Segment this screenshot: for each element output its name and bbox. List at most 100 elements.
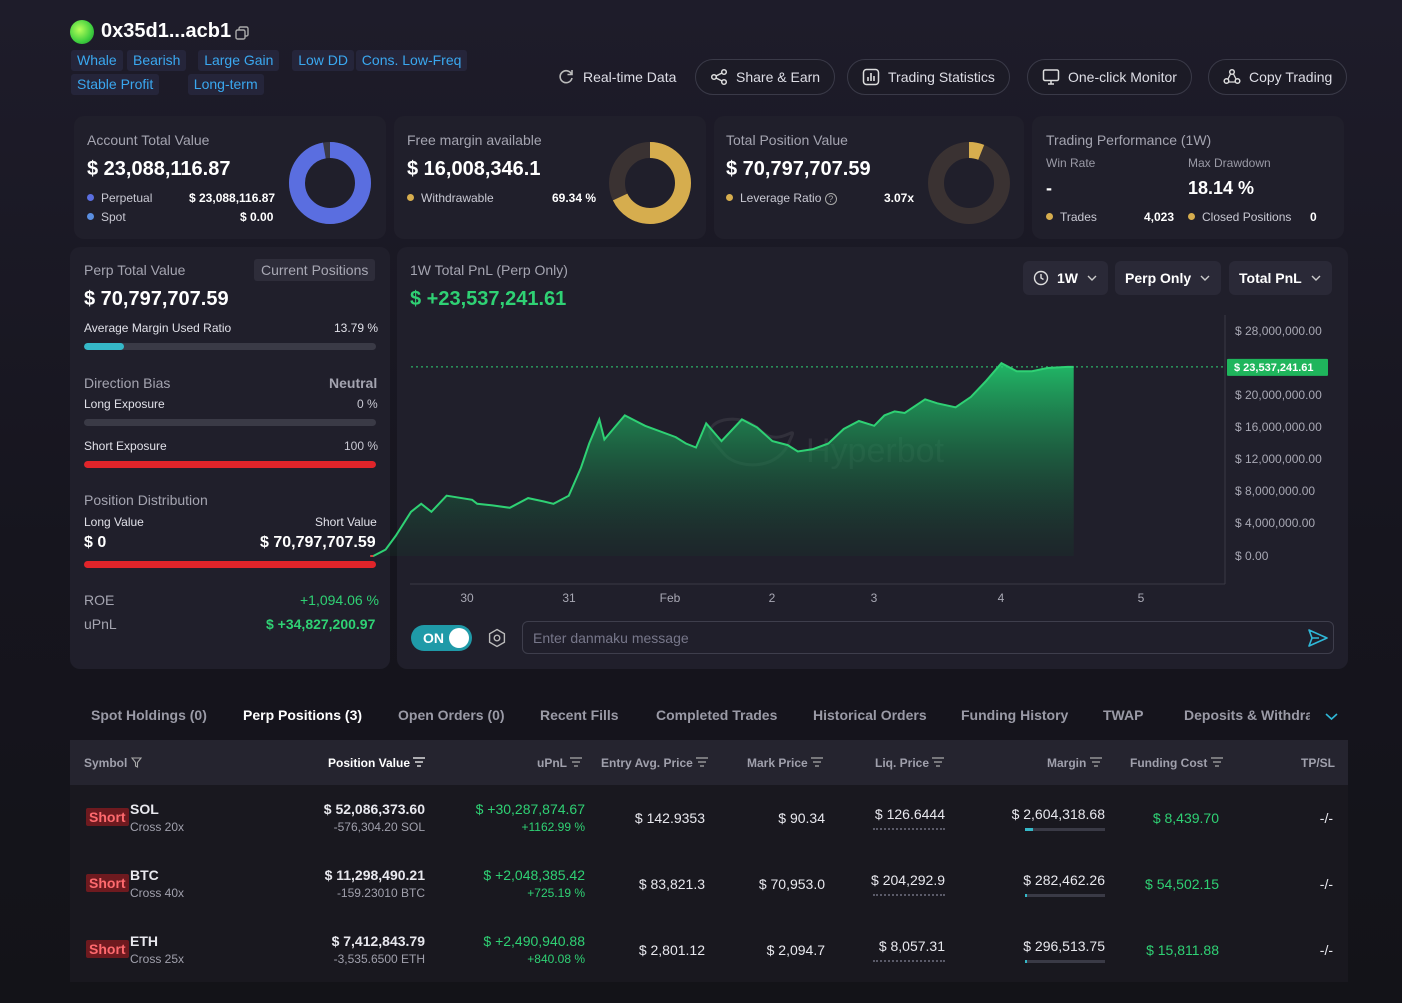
tab-open-orders-0[interactable]: Open Orders (0) bbox=[398, 707, 505, 723]
position-value: $ 52,086,373.60 bbox=[323, 801, 425, 817]
sort-icon[interactable] bbox=[811, 757, 824, 767]
position-value: $ 11,298,490.21 bbox=[324, 867, 425, 883]
tpsl-value[interactable]: -/- bbox=[1319, 942, 1333, 958]
statistics-icon bbox=[862, 68, 880, 86]
symbol-name[interactable]: ETH bbox=[130, 933, 158, 949]
short-exposure-value: 100 % bbox=[344, 439, 379, 453]
column-header-symbol[interactable]: Symbol bbox=[84, 756, 142, 770]
sort-icon[interactable] bbox=[1210, 757, 1223, 767]
realtime-data-button[interactable]: Real-time Data bbox=[543, 59, 690, 95]
y-tick-label: $ 28,000,000.00 bbox=[1235, 324, 1322, 338]
positions-table bbox=[70, 740, 1348, 982]
send-icon[interactable] bbox=[1307, 627, 1329, 649]
closed-positions-label: Closed Positions bbox=[1202, 210, 1292, 224]
long-value-label: Long Value bbox=[84, 515, 144, 529]
share-earn-button[interactable]: Share & Earn bbox=[695, 59, 836, 95]
column-header-label: Mark Price bbox=[747, 756, 808, 770]
withdrawable-label: Withdrawable bbox=[421, 191, 494, 205]
long-exposure-label: Long Exposure bbox=[84, 397, 165, 411]
danmaku-input[interactable]: Enter danmaku message bbox=[522, 621, 1334, 654]
long-exposure-bar bbox=[84, 419, 376, 426]
sort-icon[interactable] bbox=[932, 757, 945, 767]
margin-donut bbox=[609, 142, 691, 224]
one-click-monitor-label: One-click Monitor bbox=[1068, 69, 1177, 85]
column-header-position-value[interactable]: Position Value bbox=[328, 756, 426, 770]
liq-distance-indicator bbox=[873, 894, 945, 896]
current-positions-button[interactable]: Current Positions bbox=[254, 259, 376, 281]
one-click-monitor-button[interactable]: One-click Monitor bbox=[1027, 59, 1192, 95]
tab-completed-trades[interactable]: Completed Trades bbox=[656, 707, 778, 723]
settings-icon[interactable] bbox=[487, 628, 507, 648]
y-tick-label: $ 4,000,000.00 bbox=[1235, 516, 1315, 530]
scope-dropdown[interactable]: Perp Only bbox=[1115, 261, 1222, 295]
column-header-liq-price[interactable]: Liq. Price bbox=[875, 756, 945, 770]
short-exposure-bar bbox=[84, 461, 376, 468]
column-header-label: TP/SL bbox=[1301, 756, 1336, 770]
leverage-dot bbox=[726, 194, 733, 201]
y-tick-label: $ 20,000,000.00 bbox=[1235, 388, 1322, 402]
tab-spot-holdings-0[interactable]: Spot Holdings (0) bbox=[91, 707, 207, 723]
perp-total-title: Perp Total Value bbox=[84, 262, 186, 278]
symbol-name[interactable]: SOL bbox=[130, 801, 159, 817]
danmaku-placeholder: Enter danmaku message bbox=[533, 630, 689, 646]
entry-price: $ 142.9353 bbox=[634, 810, 705, 826]
long-exposure-value: 0 % bbox=[357, 397, 378, 411]
symbol-name[interactable]: BTC bbox=[130, 867, 159, 883]
tab-funding-history[interactable]: Funding History bbox=[961, 707, 1069, 723]
share-icon bbox=[710, 68, 728, 86]
roe-label: ROE bbox=[84, 592, 115, 608]
chevron-down-icon[interactable] bbox=[1324, 709, 1339, 724]
account-value-title: Account Total Value bbox=[87, 132, 210, 148]
pnl-area-fill bbox=[370, 363, 1074, 556]
x-tick-label: 2 bbox=[769, 591, 776, 605]
trades-legend: Trades bbox=[1046, 210, 1097, 224]
roe-value: +1,094.06 % bbox=[300, 592, 380, 608]
filter-icon[interactable] bbox=[130, 757, 142, 768]
trading-statistics-button[interactable]: Trading Statistics bbox=[847, 59, 1010, 95]
trades-dot bbox=[1046, 213, 1053, 220]
column-header-entry-avg-price[interactable]: Entry Avg. Price bbox=[601, 756, 709, 770]
copy-icon[interactable] bbox=[235, 26, 249, 40]
spot-legend: Spot bbox=[87, 210, 126, 224]
tab-perp-positions-3[interactable]: Perp Positions (3) bbox=[243, 707, 363, 723]
tag-bearish: Bearish bbox=[127, 50, 187, 71]
upnl-value: $ +2,048,385.42 bbox=[483, 867, 585, 883]
column-header-tp-sl[interactable]: TP/SL bbox=[1301, 756, 1335, 770]
metric-dropdown[interactable]: Total PnL bbox=[1229, 261, 1332, 295]
sort-icon[interactable] bbox=[570, 757, 583, 767]
wallet-address: 0x35d1...acb1 bbox=[101, 20, 232, 42]
column-header-label: uPnL bbox=[537, 756, 567, 770]
column-header-upnl[interactable]: uPnL bbox=[537, 756, 583, 770]
closed-positions-legend: Closed Positions bbox=[1188, 210, 1291, 224]
x-tick-label: 3 bbox=[871, 591, 878, 605]
danmaku-toggle[interactable]: ON bbox=[411, 625, 472, 651]
perpetual-legend: Perpetual bbox=[87, 191, 152, 205]
copy-trading-button[interactable]: Copy Trading bbox=[1208, 59, 1348, 95]
tab-deposits-withdraw[interactable]: Deposits & Withdraw bbox=[1184, 707, 1310, 723]
position-size: -576,304.20 SOL bbox=[333, 820, 425, 834]
leverage-label: Leverage Ratio bbox=[740, 191, 822, 205]
avg-margin-bar-fill bbox=[84, 343, 125, 350]
column-header-margin[interactable]: Margin bbox=[1047, 756, 1102, 770]
avg-margin-bar bbox=[84, 343, 376, 350]
refresh-icon bbox=[559, 69, 573, 84]
tpsl-value[interactable]: -/- bbox=[1319, 810, 1333, 826]
column-header-funding-cost[interactable]: Funding Cost bbox=[1130, 756, 1223, 770]
spot-label: Spot bbox=[101, 210, 126, 224]
x-tick-label: 4 bbox=[998, 591, 1005, 605]
y-tick-label: $ 0.00 bbox=[1235, 549, 1269, 563]
tab-recent-fills[interactable]: Recent Fills bbox=[540, 707, 619, 723]
sort-icon[interactable] bbox=[696, 757, 709, 767]
help-icon[interactable]: ? bbox=[824, 193, 837, 205]
margin-mode: Cross 20x bbox=[130, 820, 185, 834]
column-header-mark-price[interactable]: Mark Price bbox=[747, 756, 824, 770]
tab-historical-orders[interactable]: Historical Orders bbox=[813, 707, 927, 723]
sort-icon[interactable] bbox=[413, 757, 426, 767]
tab-twap[interactable]: TWAP bbox=[1103, 707, 1144, 723]
short-exposure-bar-fill bbox=[84, 461, 376, 468]
tpsl-value[interactable]: -/- bbox=[1319, 876, 1333, 892]
period-dropdown[interactable]: 1W bbox=[1023, 261, 1108, 295]
sort-icon[interactable] bbox=[1089, 757, 1102, 767]
leverage-legend: Leverage Ratio ? bbox=[726, 191, 837, 205]
upnl-percent: +1162.99 % bbox=[521, 820, 586, 834]
